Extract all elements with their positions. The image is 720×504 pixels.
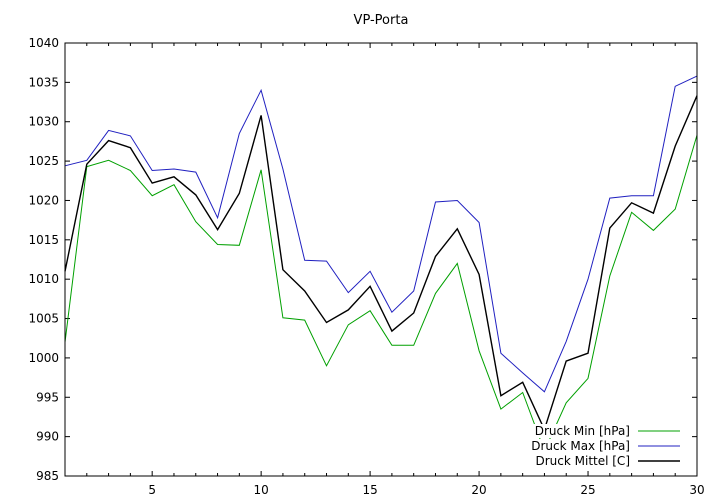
y-axis: 985 990 995 1000 1005 1010 1015 1020 1025 1030 103… — [28, 36, 697, 483]
legend-label: Druck Mittel [C] — [535, 454, 630, 468]
y-tick-label: 1020 — [28, 193, 59, 207]
legend-entry-background — [530, 454, 682, 468]
series-lines — [64, 75, 698, 453]
series-line-3 — [64, 95, 698, 432]
y-tick-label: 995 — [36, 390, 59, 404]
plot-frame — [64, 42, 698, 477]
y-tick-label: 1000 — [28, 351, 59, 365]
y-tick-label: 1005 — [28, 312, 59, 326]
chart-title: VP-Porta — [354, 13, 409, 28]
x-tick-label: 30 — [689, 483, 704, 497]
x-tick-label: 5 — [148, 483, 156, 497]
x-tick-label: 25 — [580, 483, 595, 497]
legend-label: Druck Max [hPa] — [531, 439, 630, 453]
x-axis: 5 10 15 20 25 30 — [64, 43, 705, 497]
y-tick-label: 1010 — [28, 272, 59, 286]
legend-entry-background — [530, 439, 682, 453]
x-tick-label: 10 — [253, 483, 268, 497]
y-tick-label: 1040 — [28, 36, 59, 50]
series-line-2 — [64, 75, 698, 393]
y-tick-label: 1025 — [28, 154, 59, 168]
legend-label: Druck Min [hPa] — [535, 424, 630, 438]
y-tick-label: 985 — [36, 469, 59, 483]
x-tick-label: 20 — [471, 483, 486, 497]
series-line-1 — [64, 134, 698, 453]
y-tick-label: 1015 — [28, 233, 59, 247]
legend-entry-background — [530, 424, 682, 438]
y-tick-label: 990 — [36, 430, 59, 444]
x-tick-label: 15 — [362, 483, 377, 497]
y-tick-label: 1030 — [28, 115, 59, 129]
legend: Druck Min [hPa]Druck Max [hPa]Druck Mitt… — [530, 424, 682, 468]
y-tick-label: 1035 — [28, 75, 59, 89]
